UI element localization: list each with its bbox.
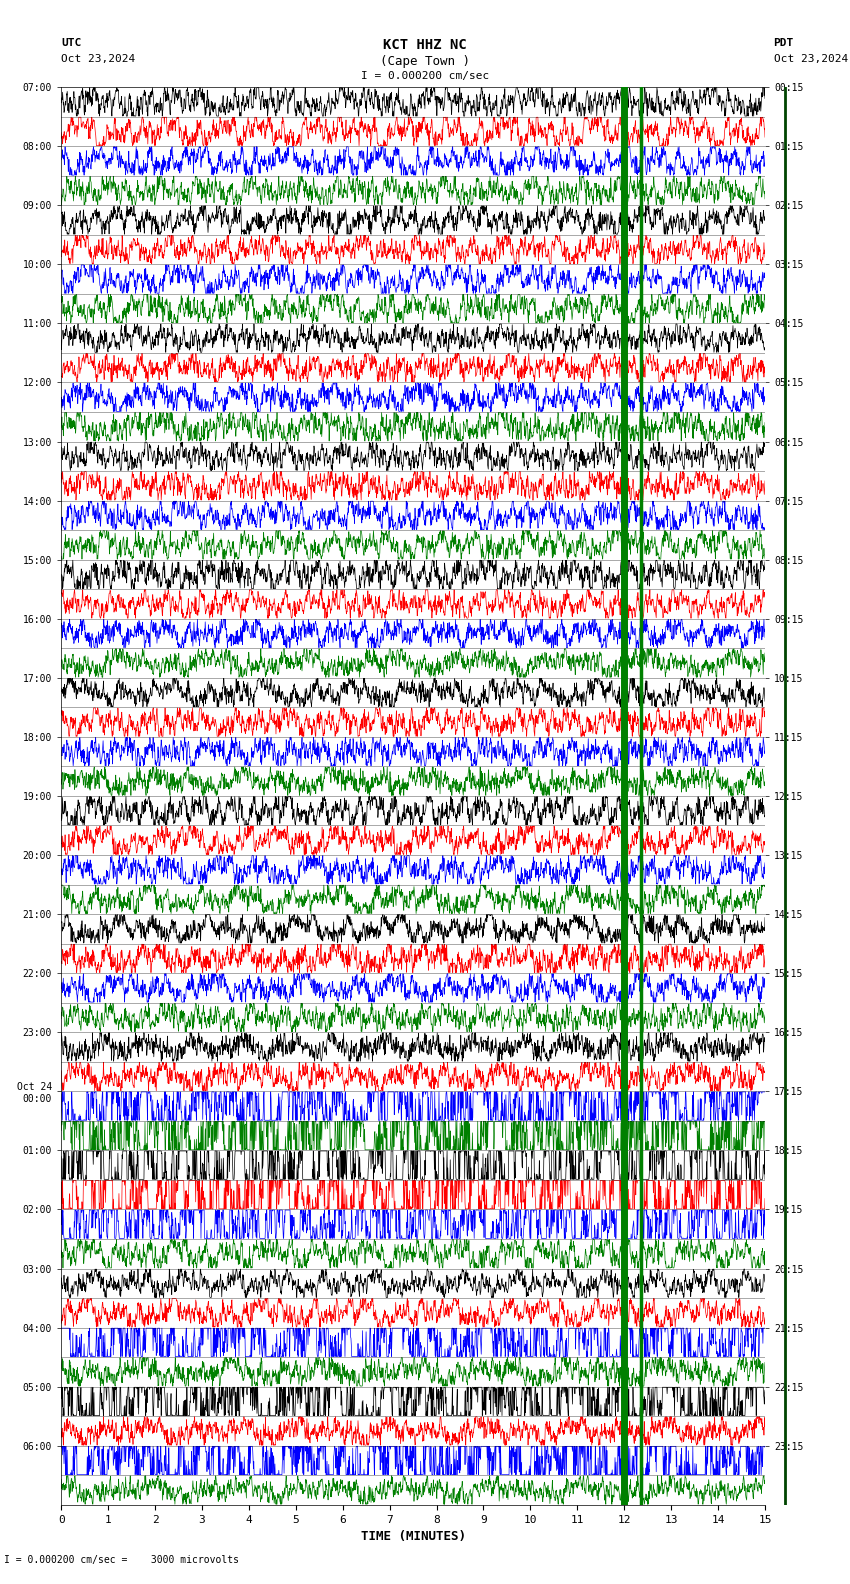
- X-axis label: TIME (MINUTES): TIME (MINUTES): [360, 1530, 466, 1543]
- Text: I = 0.000200 cm/sec =    3000 microvolts: I = 0.000200 cm/sec = 3000 microvolts: [4, 1555, 239, 1565]
- Text: UTC: UTC: [61, 38, 82, 48]
- Text: Oct 23,2024: Oct 23,2024: [774, 54, 847, 63]
- Text: PDT: PDT: [774, 38, 794, 48]
- Text: (Cape Town ): (Cape Town ): [380, 55, 470, 68]
- Text: I = 0.000200 cm/sec: I = 0.000200 cm/sec: [361, 71, 489, 81]
- Text: KCT HHZ NC: KCT HHZ NC: [383, 38, 467, 52]
- Text: Oct 23,2024: Oct 23,2024: [61, 54, 135, 63]
